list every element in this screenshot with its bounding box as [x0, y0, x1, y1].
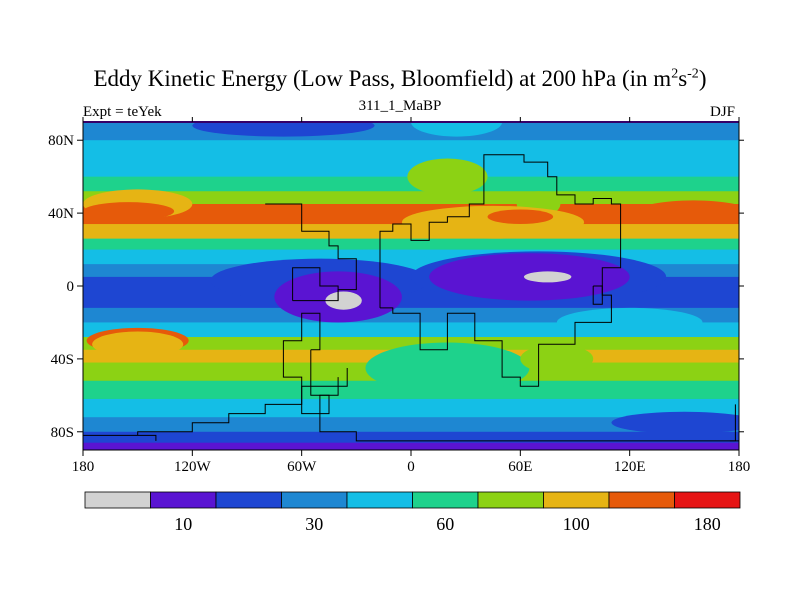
- field-band: [83, 204, 739, 214]
- field-patch: [83, 202, 175, 221]
- field-band: [83, 442, 739, 450]
- field-patch: [520, 344, 594, 374]
- experiment-label: Expt = teYek: [83, 104, 162, 120]
- coastline-segment: [592, 285, 603, 305]
- field-patch: [192, 122, 375, 137]
- colorbar-swatch: [412, 491, 479, 509]
- field-patch: [407, 158, 488, 195]
- field-patch: [523, 271, 572, 283]
- colorbar-label: 30: [305, 514, 323, 534]
- x-tick-label: 180: [72, 459, 95, 475]
- chart-title-text: Eddy Kinetic Energy (Low Pass, Bloomfiel…: [93, 66, 672, 91]
- field-patch: [611, 411, 739, 434]
- y-tick-label: 0: [67, 279, 75, 295]
- colorbar-swatch: [150, 491, 217, 509]
- colorbar-swatch: [608, 491, 675, 509]
- field-band: [83, 158, 739, 178]
- colorbar-label: 10: [174, 514, 192, 534]
- colorbar-label: 60: [436, 514, 454, 534]
- title-close-paren: ): [698, 66, 707, 91]
- field-patch: [325, 291, 362, 310]
- field-patch: [638, 200, 739, 223]
- x-tick-label: 60W: [287, 459, 317, 475]
- y-tick-label: 80S: [51, 425, 74, 441]
- colorbar-swatch: [215, 491, 282, 509]
- field-patch: [92, 331, 184, 358]
- field-patch: [487, 209, 554, 225]
- colorbar-swatch: [281, 491, 348, 509]
- colorbar-label: 180: [694, 514, 721, 534]
- colorbar: 10 30 60 100 180: [84, 491, 741, 534]
- field-band: [83, 431, 739, 444]
- coastline-segment: [137, 368, 348, 436]
- title-unit-superscript-2: -2: [687, 66, 699, 82]
- colorbar-swatch: [84, 491, 151, 509]
- y-tick-label: 80N: [48, 133, 74, 149]
- x-tick-label: 60E: [508, 459, 532, 475]
- colorbar-swatch: [346, 491, 413, 509]
- x-tick-label: 120W: [174, 459, 212, 475]
- field-band: [83, 398, 739, 418]
- field-band: [83, 238, 739, 251]
- field-band: [83, 127, 739, 141]
- colorbar-label: 100: [563, 514, 590, 534]
- contour-field: [83, 122, 739, 450]
- season-label: DJF: [710, 104, 736, 120]
- field-patch: [365, 342, 530, 394]
- coastline-segment: [265, 203, 357, 301]
- field-band: [83, 291, 739, 309]
- colorbar-swatch: [543, 491, 610, 509]
- field-band: [83, 140, 739, 160]
- title-unit-superscript-1: 2: [671, 66, 679, 82]
- coastline-segment: [379, 154, 622, 387]
- coastline-segment: [319, 377, 739, 442]
- colorbar-swatch: [477, 491, 544, 509]
- coastline-segment: [83, 434, 157, 441]
- x-tick-label: 180: [728, 459, 751, 475]
- field-patch: [411, 122, 503, 137]
- coastline-outline: [83, 154, 739, 442]
- field-band: [83, 417, 739, 433]
- x-tick-label: 0: [407, 459, 415, 475]
- title-unit-s: s: [678, 66, 688, 91]
- field-patch: [556, 307, 703, 338]
- colorbar-swatch: [674, 491, 741, 509]
- axes: 180 120W 60W 0 60E 120E 180 80N 40N 0 40S 80S: [48, 117, 750, 475]
- x-tick-label: 120E: [614, 459, 646, 475]
- chart-subtitle: 311_1_MaBP: [358, 98, 442, 114]
- chart-title: Eddy Kinetic Energy (Low Pass, Bloomfiel…: [0, 66, 800, 92]
- coastline-segment: [729, 404, 736, 442]
- field-band: [83, 122, 739, 129]
- y-tick-label: 40N: [48, 206, 74, 222]
- y-tick-label: 40S: [51, 352, 74, 368]
